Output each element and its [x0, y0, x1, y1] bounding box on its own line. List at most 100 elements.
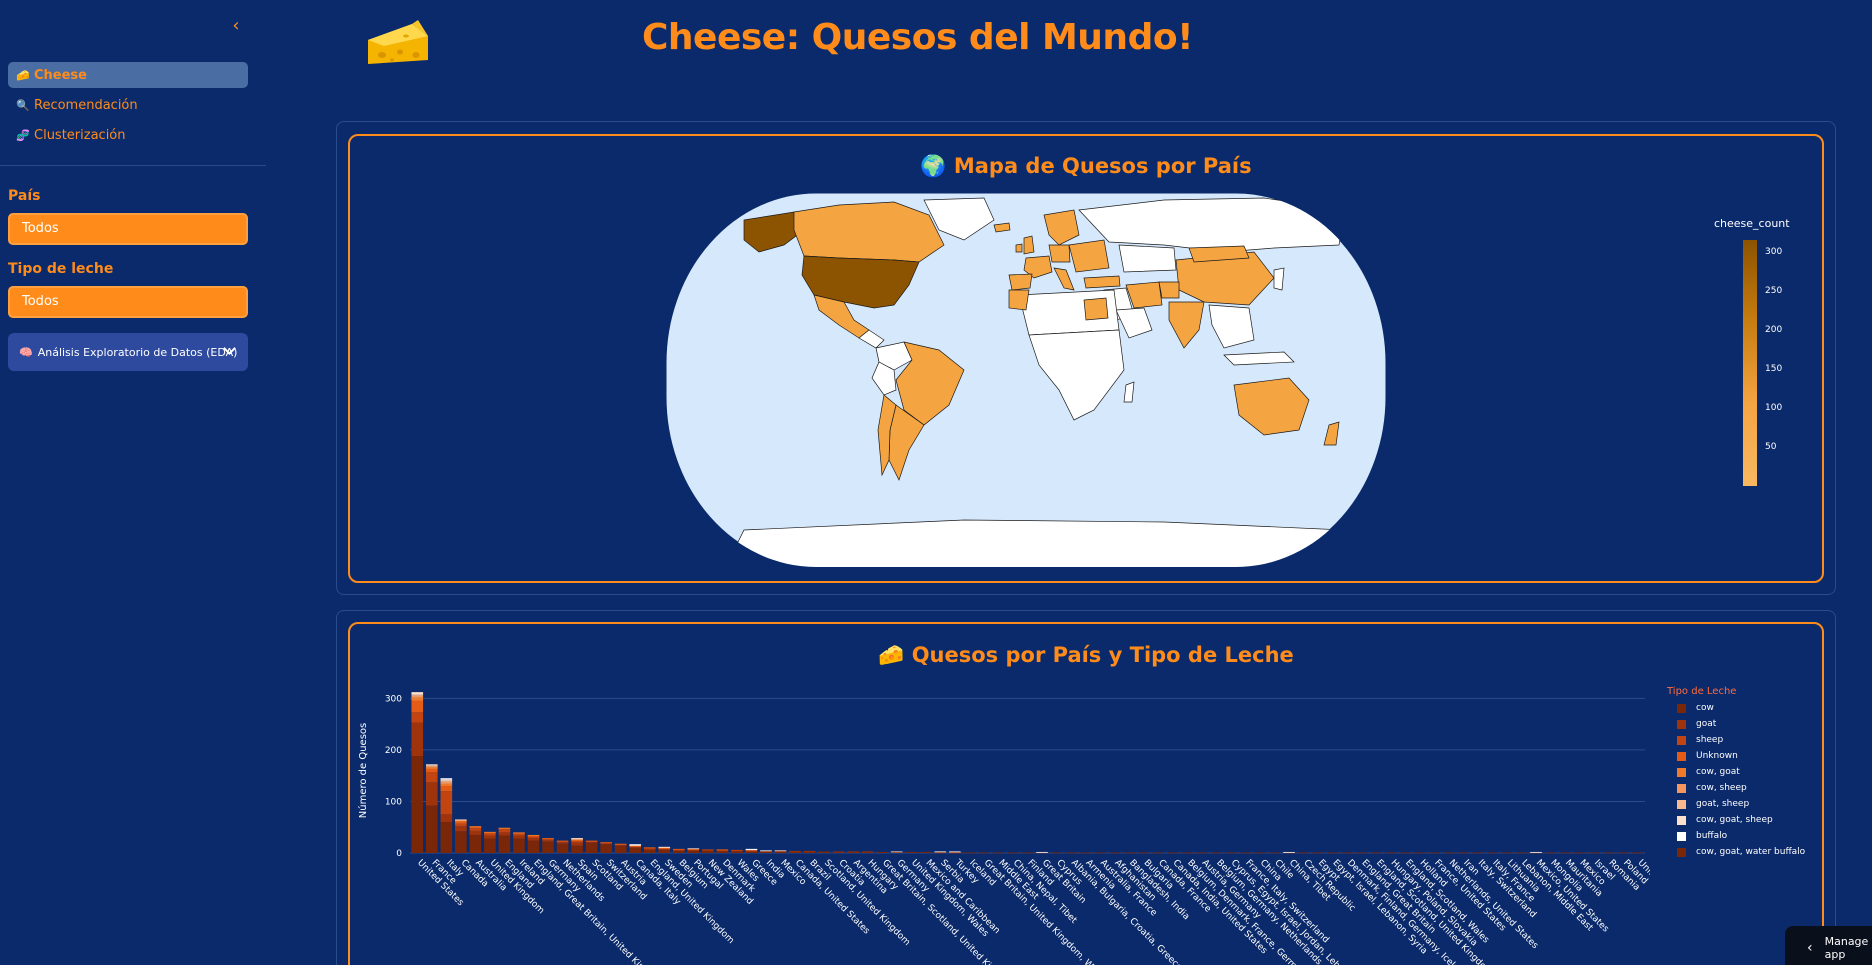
bar-segment[interactable]: [513, 832, 525, 834]
bar-segment[interactable]: [1370, 852, 1383, 854]
bar-segment[interactable]: [934, 852, 947, 854]
bar-segment[interactable]: [585, 841, 598, 843]
bar-segment[interactable]: [949, 852, 961, 854]
bar-segment[interactable]: [658, 848, 671, 850]
bar-segment[interactable]: [1181, 852, 1194, 854]
legend-item[interactable]: sheep: [1677, 735, 1723, 745]
bar-segment[interactable]: [1443, 852, 1455, 854]
bar-segment[interactable]: [629, 846, 642, 848]
bar-segment[interactable]: [614, 843, 627, 845]
bar-segment[interactable]: [542, 840, 554, 842]
bar-segment[interactable]: [658, 847, 671, 849]
bar-segment[interactable]: [643, 847, 656, 849]
bar-segment[interactable]: [643, 849, 656, 853]
bar-segment[interactable]: [571, 840, 583, 843]
bar-segment[interactable]: [440, 781, 453, 784]
bar-segment[interactable]: [774, 850, 787, 852]
bar-segment[interactable]: [716, 849, 729, 851]
bar-segment[interactable]: [1007, 852, 1019, 854]
bar-segment[interactable]: [774, 850, 787, 852]
bar-segment[interactable]: [585, 841, 598, 842]
bar-segment[interactable]: [425, 767, 438, 769]
bar-segment[interactable]: [411, 756, 424, 853]
bar-segment[interactable]: [484, 835, 496, 839]
bar-segment[interactable]: [1472, 852, 1484, 854]
bar-segment[interactable]: [411, 700, 424, 713]
bar-segment[interactable]: [600, 842, 612, 844]
bar-segment[interactable]: [672, 849, 685, 851]
bar-segment[interactable]: [440, 791, 453, 815]
bar-segment[interactable]: [629, 847, 642, 853]
bar-segment[interactable]: [556, 843, 569, 853]
bar-segment[interactable]: [629, 846, 642, 848]
bar-segment[interactable]: [731, 850, 743, 852]
bar-segment[interactable]: [963, 852, 976, 854]
bar-segment[interactable]: [658, 849, 671, 853]
manage-app-button[interactable]: ‹ Manage app: [1785, 926, 1872, 965]
bar-segment[interactable]: [1326, 852, 1339, 854]
bar-segment[interactable]: [425, 772, 438, 783]
bar-segment[interactable]: [498, 832, 511, 836]
bar-segment[interactable]: [455, 820, 467, 822]
world-map[interactable]: [664, 190, 1388, 570]
bar-segment[interactable]: [876, 851, 889, 853]
bar-segment[interactable]: [542, 839, 554, 841]
bar-segment[interactable]: [440, 780, 453, 782]
bar-segment[interactable]: [890, 851, 903, 853]
bar-segment[interactable]: [440, 822, 453, 853]
bar-segment[interactable]: [760, 850, 772, 852]
bar-segment[interactable]: [1268, 852, 1281, 854]
bar-segment[interactable]: [440, 785, 453, 792]
bar-segment[interactable]: [702, 849, 714, 851]
bar-segment[interactable]: [1544, 852, 1557, 854]
bar-segment[interactable]: [513, 838, 525, 853]
bar-segment[interactable]: [600, 844, 612, 853]
bar-segment[interactable]: [425, 764, 438, 766]
bar-segment[interactable]: [455, 819, 467, 821]
bar-segment[interactable]: [411, 697, 424, 701]
bar-segment[interactable]: [498, 827, 511, 829]
bar-segment[interactable]: [1559, 852, 1571, 854]
bar-segment[interactable]: [702, 849, 714, 851]
bar-segment[interactable]: [455, 820, 467, 821]
bar-segment[interactable]: [513, 832, 525, 834]
bar-segment[interactable]: [440, 779, 453, 781]
bar-segment[interactable]: [425, 766, 438, 768]
bar-segment[interactable]: [542, 841, 554, 853]
sidebar-item-clusterizacion[interactable]: 🧬 Clusterización: [8, 122, 248, 148]
pais-select[interactable]: Todos: [8, 213, 248, 245]
bar-segment[interactable]: [1588, 852, 1600, 854]
bar-segment[interactable]: [614, 844, 627, 846]
bar-segment[interactable]: [1123, 852, 1136, 854]
bar-segment[interactable]: [469, 826, 482, 829]
bar-segment[interactable]: [1021, 852, 1034, 854]
bar-segment[interactable]: [629, 844, 642, 846]
bar-segment[interactable]: [1355, 852, 1368, 854]
bar-segment[interactable]: [1515, 852, 1528, 854]
bar-segment[interactable]: [905, 851, 918, 853]
bar-segment[interactable]: [934, 851, 947, 853]
bar-segment[interactable]: [1617, 852, 1630, 854]
bar-segment[interactable]: [469, 826, 482, 827]
bar-segment[interactable]: [469, 828, 482, 831]
bar-segment[interactable]: [571, 838, 583, 840]
bar-segment[interactable]: [847, 851, 859, 853]
bar-segment[interactable]: [425, 805, 438, 853]
bar-segment[interactable]: [1341, 852, 1353, 854]
bar-segment[interactable]: [658, 847, 671, 849]
bar-segment[interactable]: [1457, 852, 1470, 854]
bar-segment[interactable]: [425, 768, 438, 773]
bar-segment[interactable]: [1384, 852, 1397, 854]
bar-segment[interactable]: [527, 834, 540, 836]
bar-segment[interactable]: [484, 831, 496, 833]
bar-segment[interactable]: [455, 831, 467, 853]
bar-segment[interactable]: [1225, 852, 1237, 854]
bar-segment[interactable]: [411, 722, 424, 757]
bar-segment[interactable]: [716, 850, 729, 852]
bar-segment[interactable]: [556, 841, 569, 843]
bar-segment[interactable]: [774, 851, 787, 853]
bar-segment[interactable]: [847, 851, 859, 853]
bar-segment[interactable]: [643, 847, 656, 849]
bar-segment[interactable]: [527, 836, 540, 839]
